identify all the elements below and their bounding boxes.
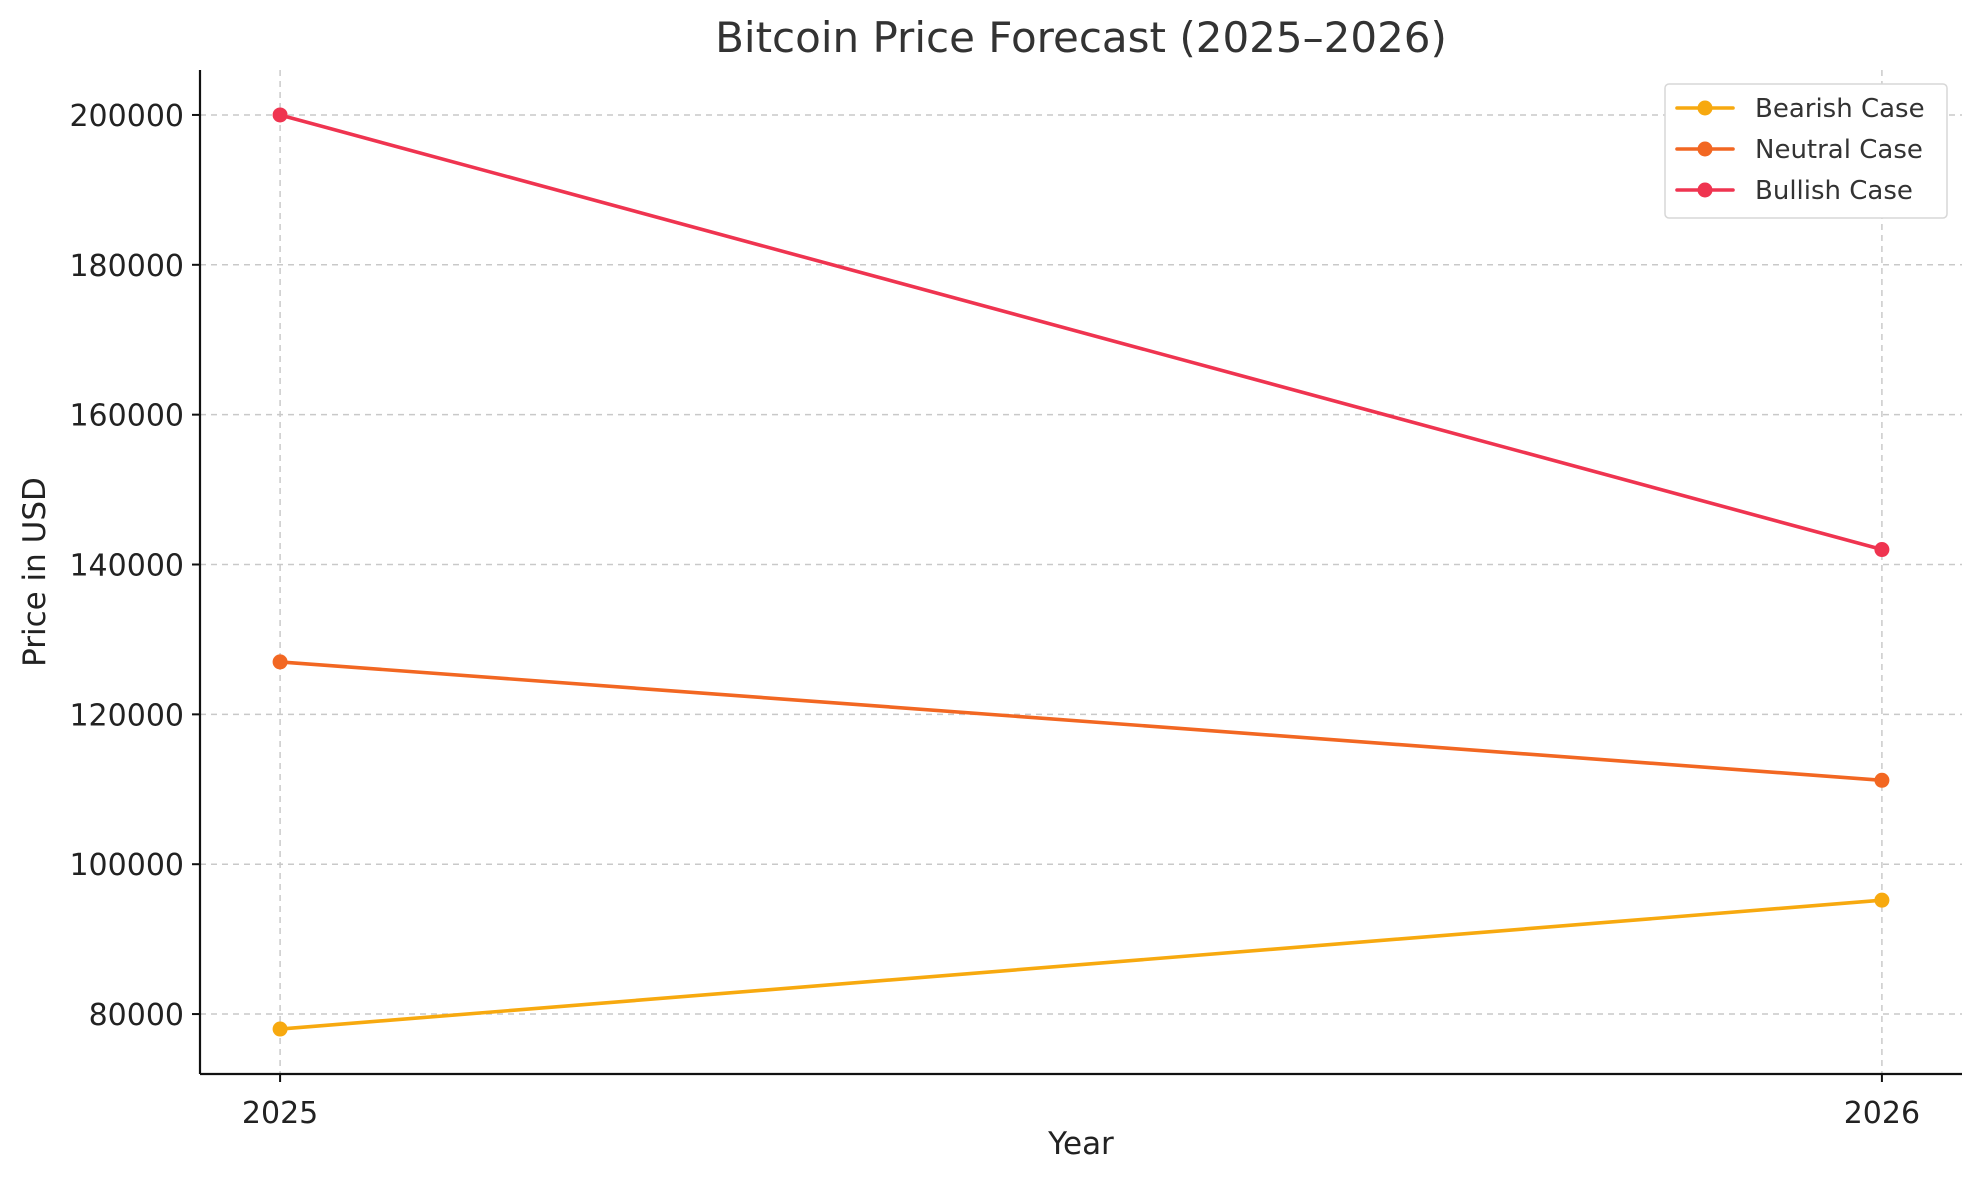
- ticks-layer: 80000 100000 120000 140000 160000 180000 20000…: [69, 99, 1920, 1131]
- legend-marker: [1697, 182, 1713, 198]
- series-line-neutral-case: [278, 660, 1884, 783]
- axes-layer: [198, 70, 1962, 1076]
- y-tick-label: 120000: [69, 698, 184, 733]
- legend-marker: [1697, 100, 1713, 116]
- series-line-bullish-case: [278, 113, 1884, 552]
- chart-title: Bitcoin Price Forecast (2025–2026): [715, 13, 1447, 62]
- x-tick-label: 2025: [242, 1096, 318, 1131]
- x-axis-title: Year: [1047, 1126, 1114, 1162]
- data-point-bullish-case: [1874, 542, 1890, 558]
- data-point-bearish-case: [272, 1021, 288, 1037]
- y-tick-label: 160000: [69, 399, 184, 434]
- y-tick-label: 200000: [69, 99, 184, 134]
- legend-items: Bearish Case Neutral Case Bullish Case: [1675, 94, 1925, 206]
- legend: Bearish Case Neutral Case Bullish Case: [1664, 83, 1948, 219]
- data-point-bullish-case: [272, 107, 288, 123]
- legend-label: Neutral Case: [1755, 135, 1923, 165]
- x-tick-label: 2026: [1844, 1096, 1920, 1131]
- y-axis-title: Price in USD: [17, 477, 53, 667]
- legend-box: [1664, 83, 1948, 219]
- y-tick-label: 140000: [69, 549, 184, 584]
- y-tick-label: 100000: [69, 848, 184, 883]
- data-point-neutral-case: [1874, 772, 1890, 788]
- series-layer: [272, 107, 1890, 1037]
- y-tick-label: 180000: [69, 249, 184, 284]
- legend-label: Bearish Case: [1755, 94, 1925, 124]
- series-line-bearish-case: [278, 898, 1884, 1031]
- legend-marker: [1697, 141, 1713, 157]
- data-point-bearish-case: [1874, 892, 1890, 908]
- y-tick-label: 80000: [89, 998, 184, 1033]
- grid-layer: [200, 70, 1962, 1074]
- data-point-neutral-case: [272, 654, 288, 670]
- legend-label: Bullish Case: [1755, 176, 1913, 206]
